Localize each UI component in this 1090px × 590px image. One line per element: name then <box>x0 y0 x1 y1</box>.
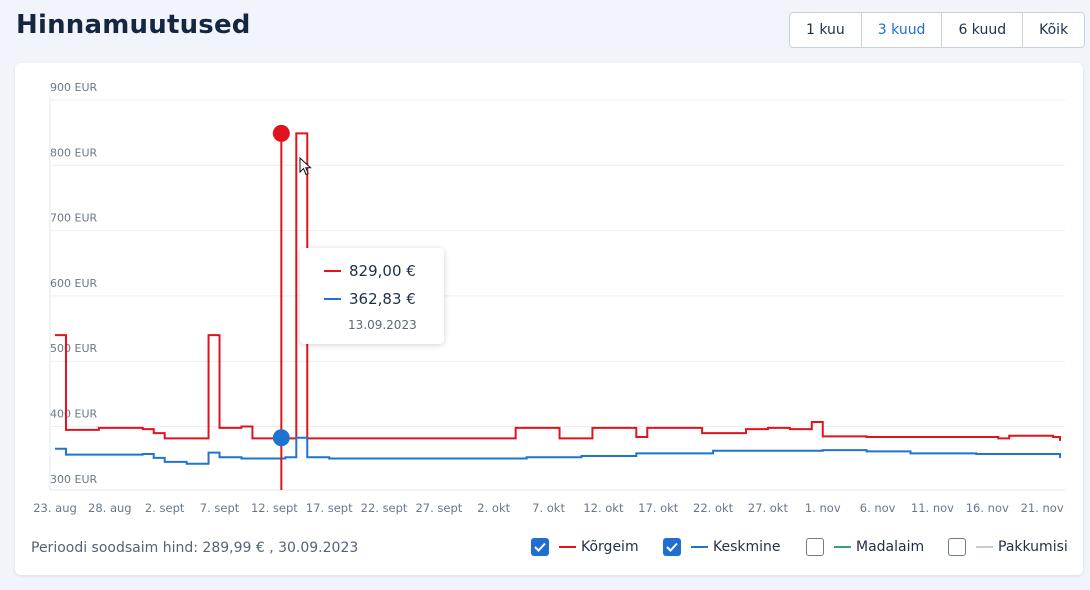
legend-item-korgeim[interactable]: Kõrgeim <box>531 538 639 556</box>
x-tick-label: 6. nov <box>860 501 896 515</box>
range-all-button[interactable]: Kõik <box>1039 22 1069 38</box>
legend-label-pakkumisi: Pakkumisi <box>998 539 1068 555</box>
checkbox-unchecked-icon[interactable] <box>806 538 824 556</box>
x-tick-label: 28. aug <box>88 501 132 515</box>
y-tick-label: 700 EUR <box>50 212 97 225</box>
x-tick-label: 12. sept <box>251 501 298 515</box>
legend-line-icon <box>559 546 576 548</box>
page-title: Hinnamuutused <box>16 10 251 40</box>
tooltip-avg-row: 362,83 € <box>324 290 416 308</box>
y-tick-label: 500 EUR <box>50 342 97 355</box>
range-3-months-button[interactable]: 3 kuud <box>862 13 943 47</box>
x-tick-label: 1. nov <box>805 501 841 515</box>
tooltip-high-row: 829,00 € <box>324 262 416 280</box>
tooltip-avg-value: 362,83 € <box>349 290 416 308</box>
x-tick-label: 16. nov <box>966 501 1009 515</box>
x-tick-label: 22. sept <box>361 501 408 515</box>
mouse-pointer-icon <box>299 157 312 176</box>
series-line-k-rgeim <box>55 132 1061 441</box>
x-tick-label: 2. okt <box>477 501 510 515</box>
x-tick-label: 27. sept <box>415 501 462 515</box>
highlight-point-high <box>272 124 290 142</box>
y-tick-label: 800 EUR <box>50 146 97 159</box>
x-tick-label: 7. sept <box>200 501 240 515</box>
x-tick-label: 22. okt <box>693 501 734 515</box>
x-tick-label: 17. sept <box>306 501 353 515</box>
legend-line-icon <box>691 546 708 548</box>
x-tick-label: 27. okt <box>748 501 789 515</box>
checkbox-unchecked-icon[interactable] <box>948 538 966 556</box>
x-tick-label: 21. nov <box>1021 501 1064 515</box>
y-tick-label: 400 EUR <box>50 408 97 421</box>
x-tick-label: 11. nov <box>911 501 954 515</box>
legend-item-keskmine[interactable]: Keskmine <box>663 538 781 556</box>
y-tick-label: 900 EUR <box>50 81 97 94</box>
chart-tooltip: 829,00 € 362,83 € 13.09.2023 <box>300 248 444 344</box>
legend-item-madalaim[interactable]: Madalaim <box>806 538 924 556</box>
highlight-point-avg <box>272 429 290 447</box>
legend-label-keskmine: Keskmine <box>713 539 781 555</box>
x-tick-label: 17. okt <box>638 501 679 515</box>
tooltip-date: 13.09.2023 <box>348 318 417 332</box>
range-6-months-button[interactable]: 6 kuud <box>942 13 1024 47</box>
range-1-month-button[interactable]: 1 kuu <box>790 13 862 47</box>
checkbox-checked-icon[interactable] <box>663 538 681 556</box>
legend-line-icon <box>834 546 851 548</box>
avg-swatch-icon <box>324 298 341 300</box>
series-line-keskmine <box>55 436 1061 465</box>
legend-label-korgeim: Kõrgeim <box>581 539 639 555</box>
tooltip-high-value: 829,00 € <box>349 262 416 280</box>
x-tick-label: 7. okt <box>532 501 565 515</box>
y-tick-label: 300 EUR <box>50 473 97 486</box>
y-tick-label: 600 EUR <box>50 277 97 290</box>
legend-line-icon <box>976 546 993 548</box>
x-tick-label: 12. okt <box>583 501 624 515</box>
x-tick-label: 2. sept <box>145 501 185 515</box>
high-swatch-icon <box>324 270 341 272</box>
lowest-price-note: Perioodi soodsaim hind: 289,99 € , 30.09… <box>31 540 359 556</box>
checkbox-checked-icon[interactable] <box>531 538 549 556</box>
legend-item-pakkumisi[interactable]: Pakkumisi <box>948 538 1068 556</box>
range-selector: 1 kuu 3 kuud 6 kuud Kõik <box>789 12 1086 48</box>
legend-label-madalaim: Madalaim <box>856 539 925 555</box>
x-tick-label: 23. aug <box>33 501 77 515</box>
